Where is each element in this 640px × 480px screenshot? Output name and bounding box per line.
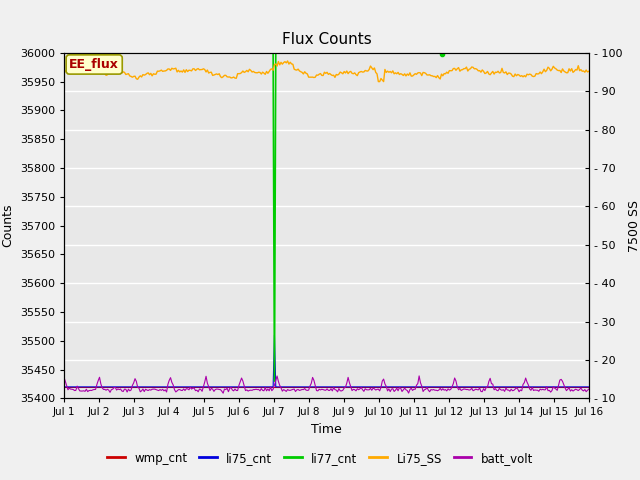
- Y-axis label: Counts: Counts: [1, 204, 14, 247]
- X-axis label: Time: Time: [311, 423, 342, 436]
- Text: EE_flux: EE_flux: [69, 58, 119, 71]
- Y-axis label: 7500 SS: 7500 SS: [628, 200, 640, 252]
- Title: Flux Counts: Flux Counts: [282, 33, 371, 48]
- Legend: wmp_cnt, li75_cnt, li77_cnt, Li75_SS, batt_volt: wmp_cnt, li75_cnt, li77_cnt, Li75_SS, ba…: [102, 447, 538, 469]
